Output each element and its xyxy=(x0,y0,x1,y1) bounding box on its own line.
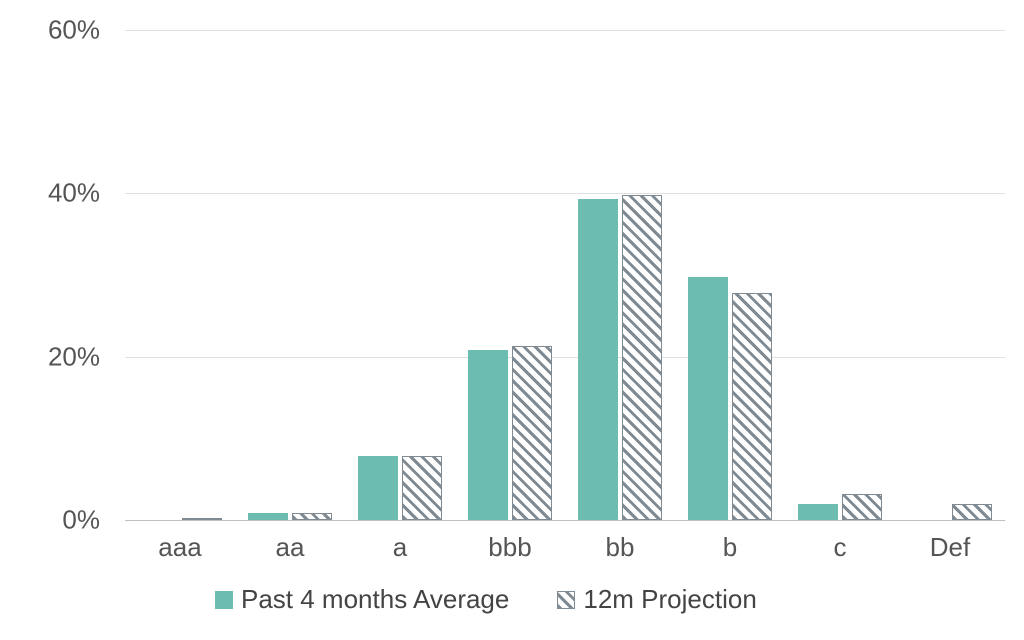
x-axis-label: c xyxy=(834,532,847,563)
bar-hatched xyxy=(292,513,332,520)
legend-swatch-hatched-icon xyxy=(557,591,575,609)
chart-container: Past 4 months Average 12m Projection 0% 2… xyxy=(0,0,1024,640)
bar-solid xyxy=(798,504,838,520)
x-axis-label: bb xyxy=(606,532,635,563)
x-axis-label: aa xyxy=(276,532,305,563)
bar-hatched xyxy=(732,293,772,520)
baseline xyxy=(125,520,1005,521)
x-axis-label: bbb xyxy=(488,532,531,563)
legend-item-12m-projection: 12m Projection xyxy=(557,584,756,615)
x-axis-label: Def xyxy=(930,532,970,563)
legend: Past 4 months Average 12m Projection xyxy=(215,584,757,615)
legend-swatch-solid-icon xyxy=(215,591,233,609)
gridline xyxy=(125,30,1005,31)
bar-hatched xyxy=(622,195,662,520)
y-axis-label: 0% xyxy=(0,505,100,536)
bar-solid xyxy=(358,456,398,520)
legend-label: Past 4 months Average xyxy=(241,584,509,615)
bar-solid xyxy=(468,350,508,520)
plot-area xyxy=(125,30,1005,520)
bar-solid xyxy=(578,199,618,520)
legend-label: 12m Projection xyxy=(583,584,756,615)
y-axis-label: 40% xyxy=(0,178,100,209)
y-axis-label: 60% xyxy=(0,15,100,46)
bar-hatched xyxy=(842,494,882,520)
gridline xyxy=(125,193,1005,194)
bar-solid xyxy=(248,513,288,520)
y-axis-label: 20% xyxy=(0,341,100,372)
x-axis-label: aaa xyxy=(158,532,201,563)
x-axis-label: a xyxy=(393,532,407,563)
bar-hatched xyxy=(512,346,552,520)
bar-solid xyxy=(688,277,728,520)
legend-item-past-4-months: Past 4 months Average xyxy=(215,584,509,615)
gridline xyxy=(125,357,1005,358)
bar-hatched xyxy=(402,456,442,520)
x-axis-label: b xyxy=(723,532,737,563)
bar-hatched xyxy=(182,518,222,520)
bar-hatched xyxy=(952,504,992,520)
